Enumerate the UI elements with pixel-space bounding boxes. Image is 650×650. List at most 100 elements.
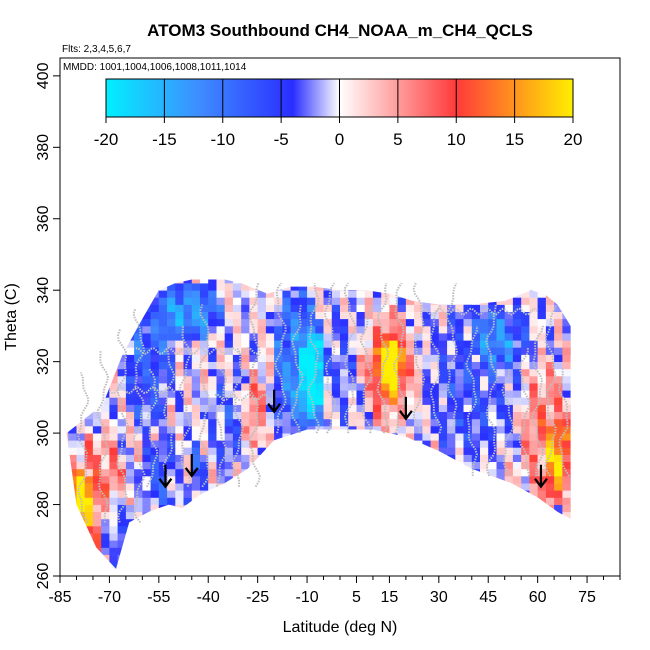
heatmap-cell (274, 311, 283, 320)
heatmap-cell (158, 318, 168, 327)
heatmap-cell (208, 283, 217, 291)
heatmap-cell (496, 468, 506, 477)
heatmap-cell (521, 440, 530, 448)
heatmap-cell (109, 511, 118, 520)
heatmap-cell (496, 433, 506, 441)
heatmap-cell (84, 304, 94, 312)
heatmap-cell (496, 526, 506, 534)
heatmap-cell (364, 383, 374, 391)
heatmap-cell (150, 333, 160, 341)
heatmap-cell (109, 561, 118, 569)
heatmap-cell (537, 411, 547, 420)
heatmap-cell (307, 397, 316, 405)
heatmap-cell (68, 554, 77, 563)
heatmap-cell (208, 325, 217, 334)
heatmap-cell (158, 340, 168, 348)
heatmap-cell (438, 333, 448, 341)
heatmap-cell (397, 518, 407, 527)
heatmap-cell (265, 447, 275, 455)
heatmap-cell (125, 361, 135, 370)
heatmap-cell (405, 347, 415, 355)
heatmap-cell (76, 433, 86, 441)
heatmap-cell (225, 569, 234, 577)
heatmap-cell (381, 533, 390, 541)
heatmap-cell (455, 483, 464, 491)
heatmap-cell (405, 411, 415, 420)
heatmap-cell (241, 468, 250, 477)
heatmap-cell (554, 283, 563, 291)
heatmap-cell (175, 411, 184, 420)
heatmap-cell (101, 297, 110, 305)
heatmap-cell (265, 283, 275, 291)
heatmap-cell (216, 354, 226, 362)
heatmap-cell (455, 526, 464, 534)
heatmap-cell (282, 318, 291, 327)
heatmap-cell (307, 368, 316, 377)
heatmap-cell (158, 375, 168, 384)
heatmap-cell (414, 511, 423, 520)
heatmap-cell (554, 533, 563, 541)
heatmap-cell (397, 447, 407, 455)
heatmap-cell (414, 418, 423, 427)
heatmap-cell (545, 533, 555, 541)
heatmap-cell (150, 526, 160, 534)
heatmap-cell (447, 518, 456, 527)
heatmap-cell (340, 447, 349, 455)
heatmap-cell (571, 497, 580, 505)
heatmap-cell (216, 333, 226, 341)
heatmap-cell (455, 333, 464, 341)
heatmap-cell (364, 540, 374, 548)
heatmap-cell (381, 440, 390, 448)
colorbar-tick-label: -5 (274, 130, 289, 149)
heatmap-cell (356, 397, 366, 405)
heatmap-cell (175, 269, 184, 277)
heatmap-cell (430, 497, 440, 505)
heatmap-cell (158, 454, 168, 462)
heatmap-cell (307, 511, 316, 520)
heatmap-cell (298, 325, 308, 334)
heatmap-cell (142, 279, 151, 284)
heatmap-cell (208, 440, 217, 448)
heatmap-cell (512, 433, 522, 441)
y-tick-label: 300 (35, 420, 52, 447)
heatmap-cell (562, 361, 571, 370)
heatmap-cell (554, 397, 563, 405)
flight-profile-trace (376, 282, 390, 434)
heatmap-cell (274, 404, 283, 412)
heatmap-cell (356, 354, 366, 362)
heatmap-cell (545, 397, 555, 405)
heatmap-cell (398, 269, 407, 277)
heatmap-cell (117, 561, 127, 569)
heatmap-cell (414, 518, 423, 527)
heatmap-cell (537, 304, 547, 312)
heatmap-cell (348, 476, 357, 484)
heatmap-cell (66, 404, 69, 412)
heatmap-cell (389, 418, 398, 427)
heatmap-cell (447, 283, 456, 291)
heatmap-cell (142, 461, 151, 470)
heatmap-cell (142, 297, 151, 305)
y-axis-label: Theta (C) (3, 283, 20, 351)
heatmap-cell (397, 461, 407, 470)
heatmap-cell (414, 383, 423, 391)
heatmap-cell (554, 375, 563, 384)
heatmap-cell (117, 490, 127, 498)
heatmap-cell (232, 547, 242, 555)
heatmap-cell (265, 490, 275, 498)
heatmap-cell (447, 476, 456, 484)
heatmap-cell (68, 279, 77, 284)
heatmap-cell (545, 476, 555, 484)
heatmap-cell (150, 325, 160, 334)
mmdd-label: MMDD: 1001,1004,1006,1008,1011,1014 (63, 62, 247, 73)
heatmap-cell (512, 325, 522, 334)
heatmap-cell (175, 368, 184, 377)
heatmap-cell (405, 526, 415, 534)
heatmap-cell (315, 454, 324, 462)
heatmap-cell (76, 383, 86, 391)
heatmap-cell (422, 304, 431, 312)
heatmap-cell (480, 354, 489, 362)
heatmap-cell (356, 468, 366, 477)
heatmap-cell (389, 447, 398, 455)
heatmap-cell (167, 533, 176, 541)
